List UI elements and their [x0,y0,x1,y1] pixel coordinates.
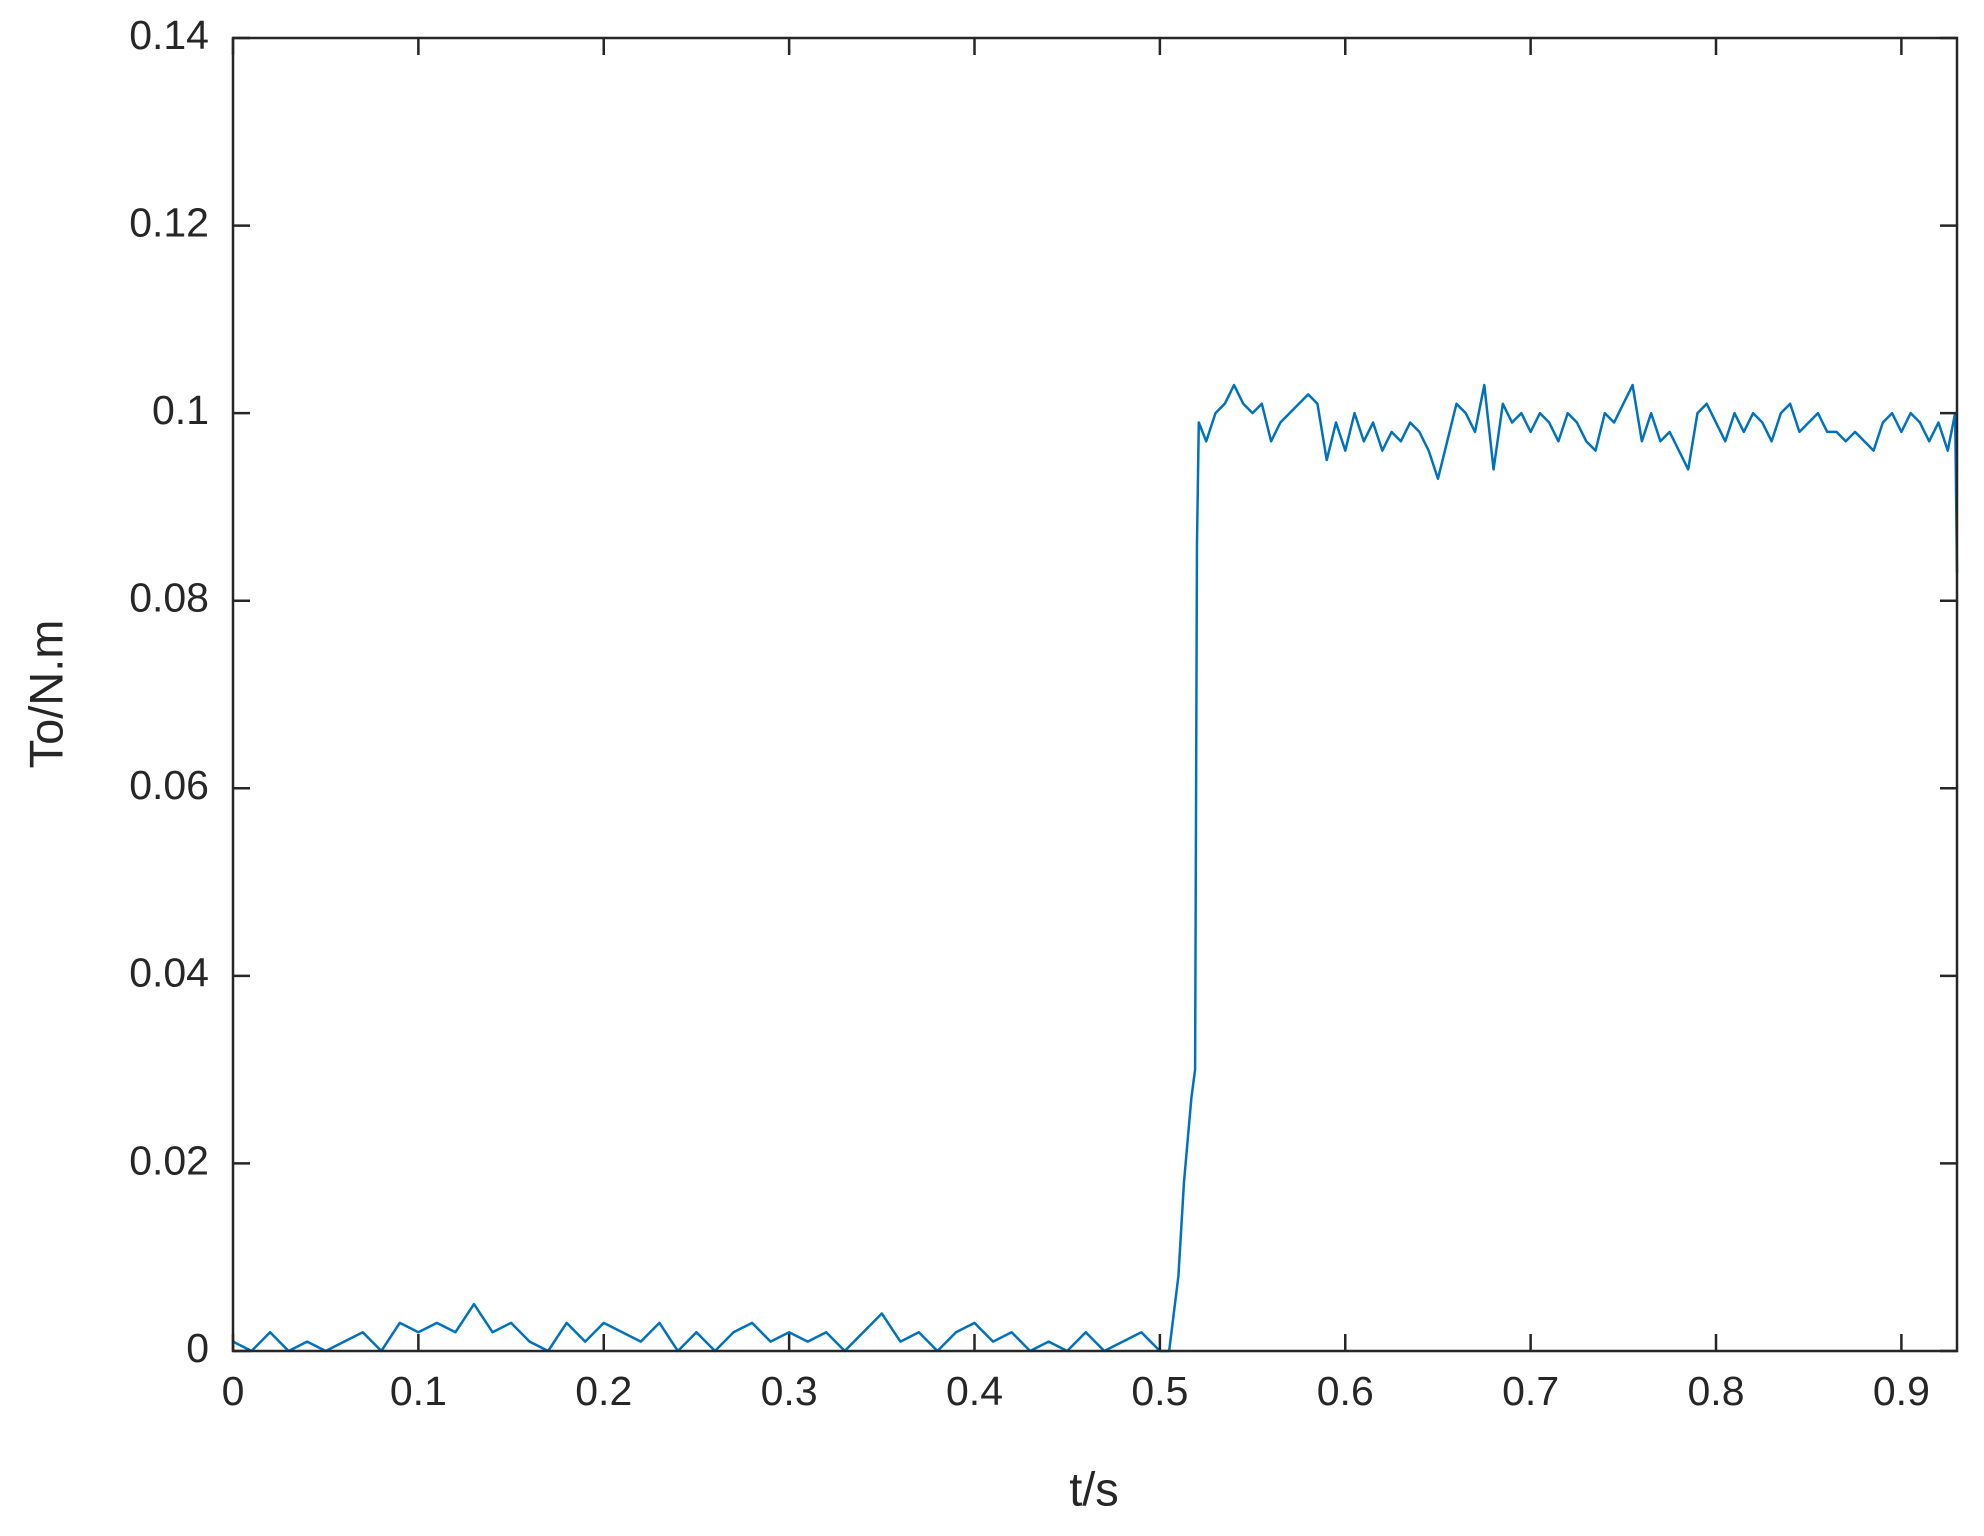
x-tick-label: 0.2 [575,1368,632,1414]
x-tick-label: 0.1 [390,1368,447,1414]
data-line [232,383,1959,1353]
x-tick-label: 0.7 [1502,1368,1559,1414]
y-tick-label: 0.08 [129,575,209,621]
y-tick-label: 0.12 [129,199,209,245]
x-tick-label: 0.4 [946,1368,1003,1414]
x-tick-label: 0.3 [761,1368,818,1414]
y-tick-label: 0.04 [129,950,209,996]
y-tick-label: 0.14 [129,12,209,58]
x-tick-label: 0.8 [1688,1368,1745,1414]
x-tick-label: 0.6 [1317,1368,1374,1414]
plot-frame [231,36,1959,1353]
x-axis-label: t/s [1069,1462,1119,1515]
x-tick-label: 0.9 [1873,1368,1930,1414]
y-tick-label: 0.06 [129,762,209,808]
x-tick-label: 0 [222,1368,245,1414]
x-tick-label: 0.5 [1131,1368,1188,1414]
y-tick-label: 0 [186,1325,209,1371]
y-axis-label: To/N.m [19,620,72,769]
y-tick-label: 0.02 [129,1137,209,1183]
y-tick-label: 0.1 [152,387,209,433]
